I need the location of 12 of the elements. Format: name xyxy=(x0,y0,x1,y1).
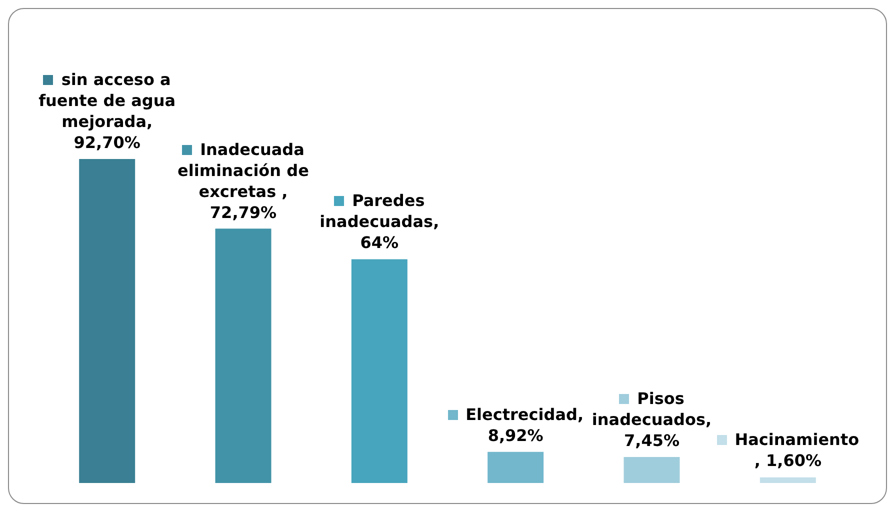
data-label: Hacinamiento , 1,60% xyxy=(734,429,860,472)
data-label: Paredes inadecuadas, 64% xyxy=(318,190,440,254)
bar xyxy=(215,228,272,483)
data-label: Pisos inadecuados, 7,45% xyxy=(592,388,712,450)
bar xyxy=(488,452,544,483)
bar xyxy=(351,259,408,483)
data-label: sin acceso a fuente de agua mejorada, 92,70% xyxy=(38,69,177,153)
data-label: Inadecuada eliminación de excretas , 72,79% xyxy=(176,138,310,223)
bar xyxy=(760,477,816,483)
data-label: Electrecidad, 8,92% xyxy=(464,404,585,446)
bar xyxy=(79,159,136,483)
bar xyxy=(624,456,680,483)
